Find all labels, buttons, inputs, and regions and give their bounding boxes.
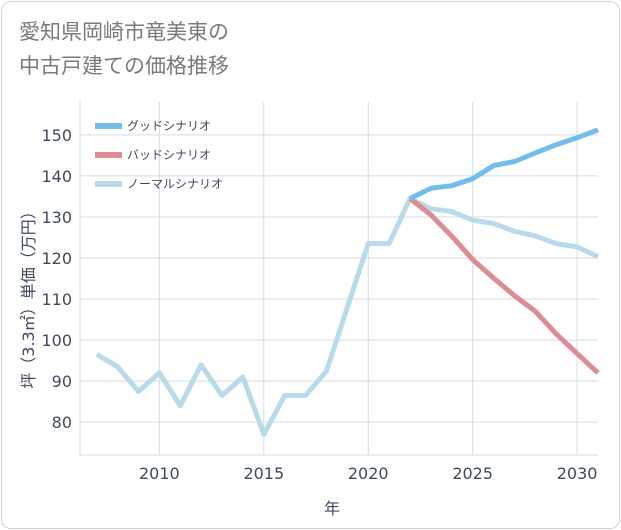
- x-tick-2025: 2025: [452, 464, 493, 483]
- y-tick-80: 80: [52, 413, 72, 432]
- y-tick-140: 140: [41, 167, 72, 186]
- bad-scenario-line: [408, 196, 600, 375]
- normal-scenario-line: [95, 196, 600, 437]
- y-tick-100: 100: [41, 331, 72, 350]
- x-tick-labels: 2010 2015 2020 2025 2030: [139, 464, 597, 483]
- x-axis-label: 年: [324, 499, 340, 518]
- chart-title-line2: 中古戸建ての価格推移: [19, 54, 229, 78]
- legend-item-good-scenario: グッドシナリオ: [95, 119, 211, 133]
- x-tick-2020: 2020: [348, 464, 389, 483]
- chart-title-line1: 愛知県岡崎市竜美東の: [19, 20, 229, 44]
- legend-label-bad-scenario: バッドシナリオ: [127, 148, 211, 162]
- y-tick-90: 90: [52, 372, 72, 391]
- y-tick-120: 120: [41, 249, 72, 268]
- chart-title: 愛知県岡崎市竜美東の 中古戸建ての価格推移: [19, 15, 229, 83]
- series-lines: [95, 127, 600, 437]
- x-tick-2015: 2015: [243, 464, 284, 483]
- grid-lines: [79, 102, 598, 456]
- legend-item-normal-scenario: ノーマルシナリオ: [95, 177, 223, 191]
- y-axis-label: 坪（3.3㎡）単価（万円）: [19, 203, 38, 388]
- y-tick-150: 150: [41, 126, 72, 145]
- y-tick-130: 130: [41, 208, 72, 227]
- good-scenario-line: [408, 127, 599, 201]
- legend-label-normal-scenario: ノーマルシナリオ: [127, 177, 223, 191]
- legend-item-bad-scenario: バッドシナリオ: [95, 148, 211, 162]
- legend-label-good-scenario: グッドシナリオ: [127, 119, 211, 133]
- y-tick-110: 110: [41, 290, 72, 309]
- x-tick-2010: 2010: [139, 464, 180, 483]
- y-tick-labels: 80 90 100 110 120 130 140 150: [41, 126, 72, 432]
- x-tick-2030: 2030: [557, 464, 598, 483]
